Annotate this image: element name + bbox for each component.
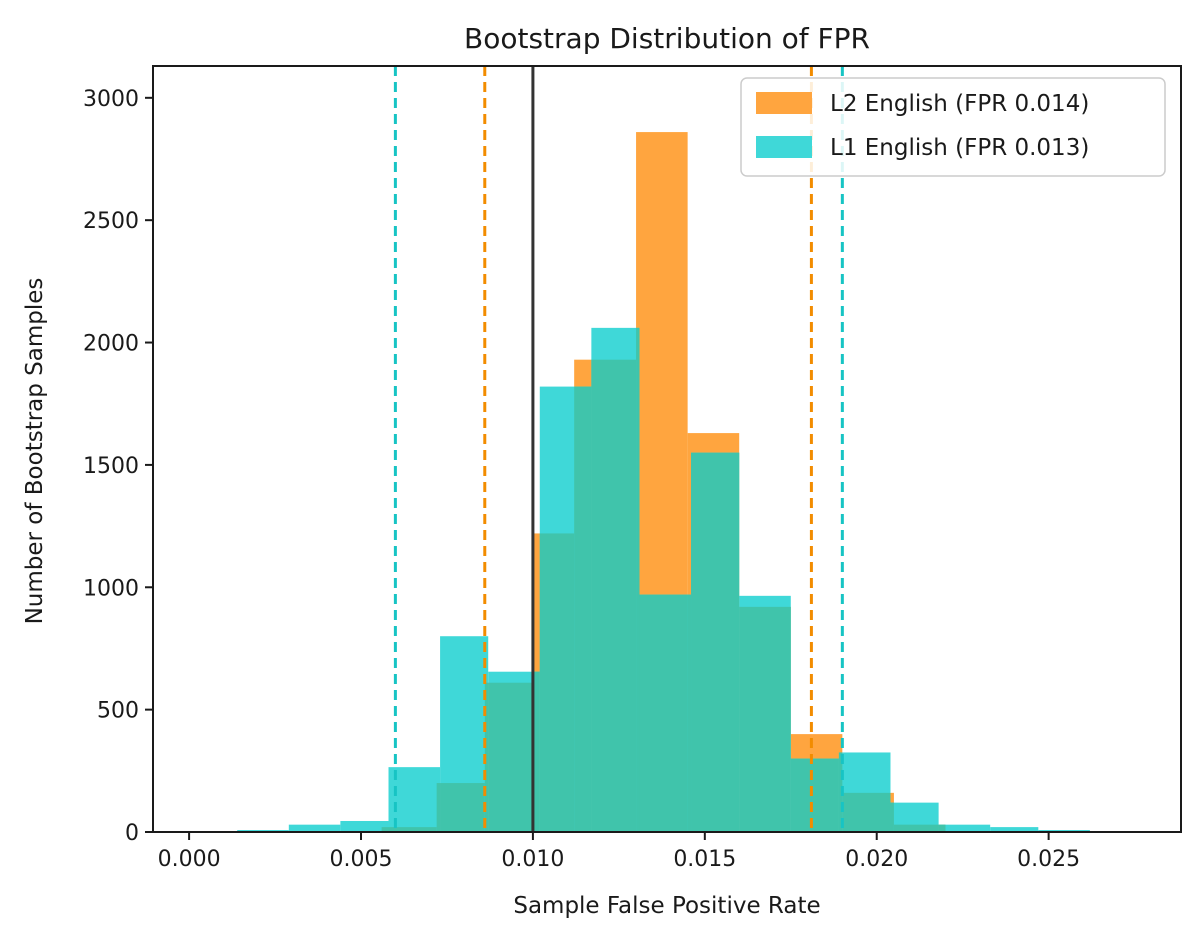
- bar-overlap-11-11: [790, 758, 839, 832]
- x-tick-label: 0.015: [673, 847, 736, 872]
- y-tick-label: 2000: [83, 332, 139, 357]
- bar-l1-english-3: [388, 767, 441, 832]
- plot-frame: [152, 65, 1182, 833]
- bar-overlap-12-11: [838, 752, 843, 832]
- y-tick-label: 1500: [83, 454, 139, 479]
- legend-swatch-l2: [756, 92, 812, 114]
- x-tick-label: 0.025: [1017, 847, 1080, 872]
- plot-area: 0.000 0.005 0.010 0.015 0.020 0.025 0 500 1000 15…: [83, 65, 1182, 872]
- bar-overlap-3-3: [388, 827, 437, 832]
- bar-l1-english-14: [938, 824, 991, 832]
- legend-label-l1: L1 English (FPR 0.013): [830, 135, 1089, 161]
- x-tick-label: 0.000: [158, 847, 221, 872]
- x-tick-label: 0.005: [330, 847, 393, 872]
- bar-overlap-8-9: [687, 594, 692, 832]
- bar-overlap-7-8: [636, 327, 640, 832]
- legend-swatch-l1: [756, 136, 812, 158]
- y-tick-label: 0: [125, 821, 139, 846]
- bar-l1-english-2: [340, 820, 389, 832]
- bar-overlap-6-7: [574, 386, 592, 832]
- legend-label-l2: L2 English (FPR 0.014): [830, 91, 1089, 117]
- x-tick-label: 0.010: [501, 847, 564, 872]
- bar-overlap-4-4: [440, 783, 485, 832]
- bar-overlap-14-13: [938, 824, 946, 832]
- bar-overlap-3-4: [436, 783, 441, 832]
- x-tick-label: 0.020: [845, 847, 908, 872]
- legend-box: [740, 77, 1166, 177]
- bar-l1-english-15: [990, 827, 1039, 832]
- bar-overlap-6-6: [539, 533, 575, 832]
- bar-l1-english-1: [288, 824, 341, 832]
- x-axis-label: Sample False Positive Rate: [513, 893, 820, 919]
- chart-title: Bootstrap Distribution of FPR: [464, 22, 870, 55]
- bar-overlap-9-9: [691, 452, 740, 832]
- bar-overlap-13-12: [890, 802, 894, 832]
- bar-overlap-13-13: [893, 824, 939, 832]
- bar-overlap-10-10: [739, 606, 791, 832]
- bar-overlap-5-5: [488, 682, 533, 832]
- bar-overlap-12-12: [842, 792, 891, 832]
- bar-overlap-2-3: [381, 827, 389, 832]
- y-tick-label: 1000: [83, 576, 139, 601]
- y-tick-label: 3000: [83, 87, 139, 112]
- y-tick-label: 2500: [83, 209, 139, 234]
- y-tick-label: 500: [97, 699, 139, 724]
- legend: L2 English (FPR 0.014) L1 English (FPR 0.…: [740, 77, 1166, 177]
- y-axis-label: Number of Bootstrap Samples: [22, 278, 48, 625]
- bar-overlap-4-5: [484, 682, 489, 832]
- bar-overlap-8-8: [639, 594, 688, 832]
- bar-overlap-5-6: [532, 671, 540, 832]
- bar-overlap-7-7: [591, 359, 637, 832]
